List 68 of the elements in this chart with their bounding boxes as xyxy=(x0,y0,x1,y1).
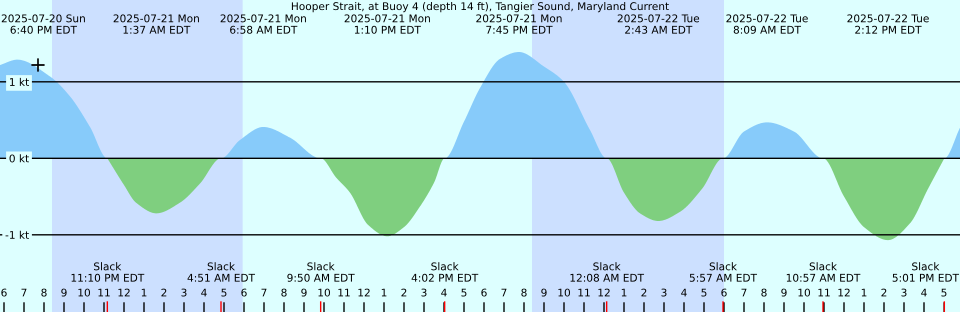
x-tick-label: 9 xyxy=(541,288,547,297)
x-tick-label: 11 xyxy=(818,288,830,296)
annotation: Slack 10:57 AM EDT xyxy=(786,262,860,282)
x-tick-label: 10 xyxy=(318,288,330,297)
x-tick-label: 11 xyxy=(338,288,350,296)
x-tick-label: 8 xyxy=(761,288,767,297)
x-tick-label: 4 xyxy=(921,288,927,296)
x-tick-label: 12 xyxy=(118,288,130,296)
annotation: 2025-07-21 Mon 1:37 AM EDT xyxy=(114,14,199,34)
x-tick-label: 3 xyxy=(181,288,187,297)
y-tick-label: 0 kt xyxy=(10,154,29,162)
x-tick-label: 9 xyxy=(301,288,307,297)
x-tick-label: 3 xyxy=(661,288,667,297)
annotation: Slack 11:10 PM EDT xyxy=(72,262,144,282)
x-tick-label: 4 xyxy=(201,288,207,296)
x-tick-label: 1 xyxy=(382,288,386,296)
x-tick-label: 8 xyxy=(521,288,527,297)
annotation: 2025-07-21 Mon 1:10 PM EDT xyxy=(344,14,430,34)
annotation: 2025-07-22 Tue 8:09 AM EDT xyxy=(726,14,808,34)
x-tick-label: 4 xyxy=(681,288,687,296)
x-tick-label: 3 xyxy=(421,288,427,297)
x-tick-label: 1 xyxy=(862,288,866,296)
annotation: Slack 12:08 AM EDT xyxy=(570,262,644,282)
annotation: 2025-07-21 Mon 6:58 AM EDT xyxy=(220,14,306,34)
y-tick-label: -1 kt xyxy=(6,230,29,239)
annotation: Slack 4:51 AM EDT xyxy=(188,262,256,282)
x-tick-label: 12 xyxy=(838,288,850,296)
x-tick-label: 7 xyxy=(22,288,26,296)
x-tick-label: 11 xyxy=(98,288,110,296)
annotation: Slack 4:02 PM EDT xyxy=(412,262,478,282)
annotation: 2025-07-20 Sun 6:40 PM EDT xyxy=(2,14,85,34)
chart-title: Hooper Strait, at Buoy 4 (depth 14 ft), Tangier Sound, Maryland Current xyxy=(292,2,669,12)
x-tick-label: 6 xyxy=(721,288,727,297)
annotation: 2025-07-22 Tue 2:12 PM EDT xyxy=(847,14,929,34)
x-tick-label: 12 xyxy=(598,288,610,296)
x-tick-label: 5 xyxy=(941,288,946,297)
y-tick-label: 1 kt xyxy=(10,78,29,86)
x-tick-label: 6 xyxy=(1,288,7,297)
x-tick-label: 5 xyxy=(461,288,466,297)
annotation: Slack 5:01 PM EDT xyxy=(892,262,960,282)
x-tick-label: 5 xyxy=(701,288,706,297)
x-tick-label: 6 xyxy=(241,288,247,297)
x-tick-label: 6 xyxy=(481,288,487,297)
x-tick-label: 2 xyxy=(641,288,646,296)
x-tick-label: 8 xyxy=(41,288,47,297)
x-tick-label: 10 xyxy=(78,288,90,297)
x-tick-label: 10 xyxy=(798,288,810,297)
x-tick-label: 4 xyxy=(441,288,447,296)
x-tick-label: 9 xyxy=(781,288,787,297)
x-tick-label: 10 xyxy=(558,288,570,297)
annotation: 2025-07-21 Mon 7:45 PM EDT xyxy=(476,14,562,34)
x-tick-label: 2 xyxy=(161,288,166,296)
x-tick-label: 7 xyxy=(742,288,746,296)
x-tick-label: 12 xyxy=(358,288,370,296)
x-tick-label: 2 xyxy=(401,288,406,296)
annotation: Slack 5:57 AM EDT xyxy=(690,262,758,282)
x-tick-label: 7 xyxy=(262,288,266,296)
x-tick-label: 1 xyxy=(142,288,146,296)
x-tick-label: 3 xyxy=(901,288,907,297)
annotation: 2025-07-22 Tue 2:43 AM EDT xyxy=(618,14,700,34)
x-tick-label: 7 xyxy=(502,288,506,296)
x-tick-label: 2 xyxy=(881,288,886,296)
x-tick-label: 5 xyxy=(221,288,226,297)
x-tick-label: 1 xyxy=(622,288,626,296)
x-tick-label: 9 xyxy=(61,288,67,297)
x-tick-label: 8 xyxy=(281,288,287,297)
annotation: Slack 9:50 AM EDT xyxy=(287,262,355,282)
x-tick-label: 11 xyxy=(578,288,590,296)
